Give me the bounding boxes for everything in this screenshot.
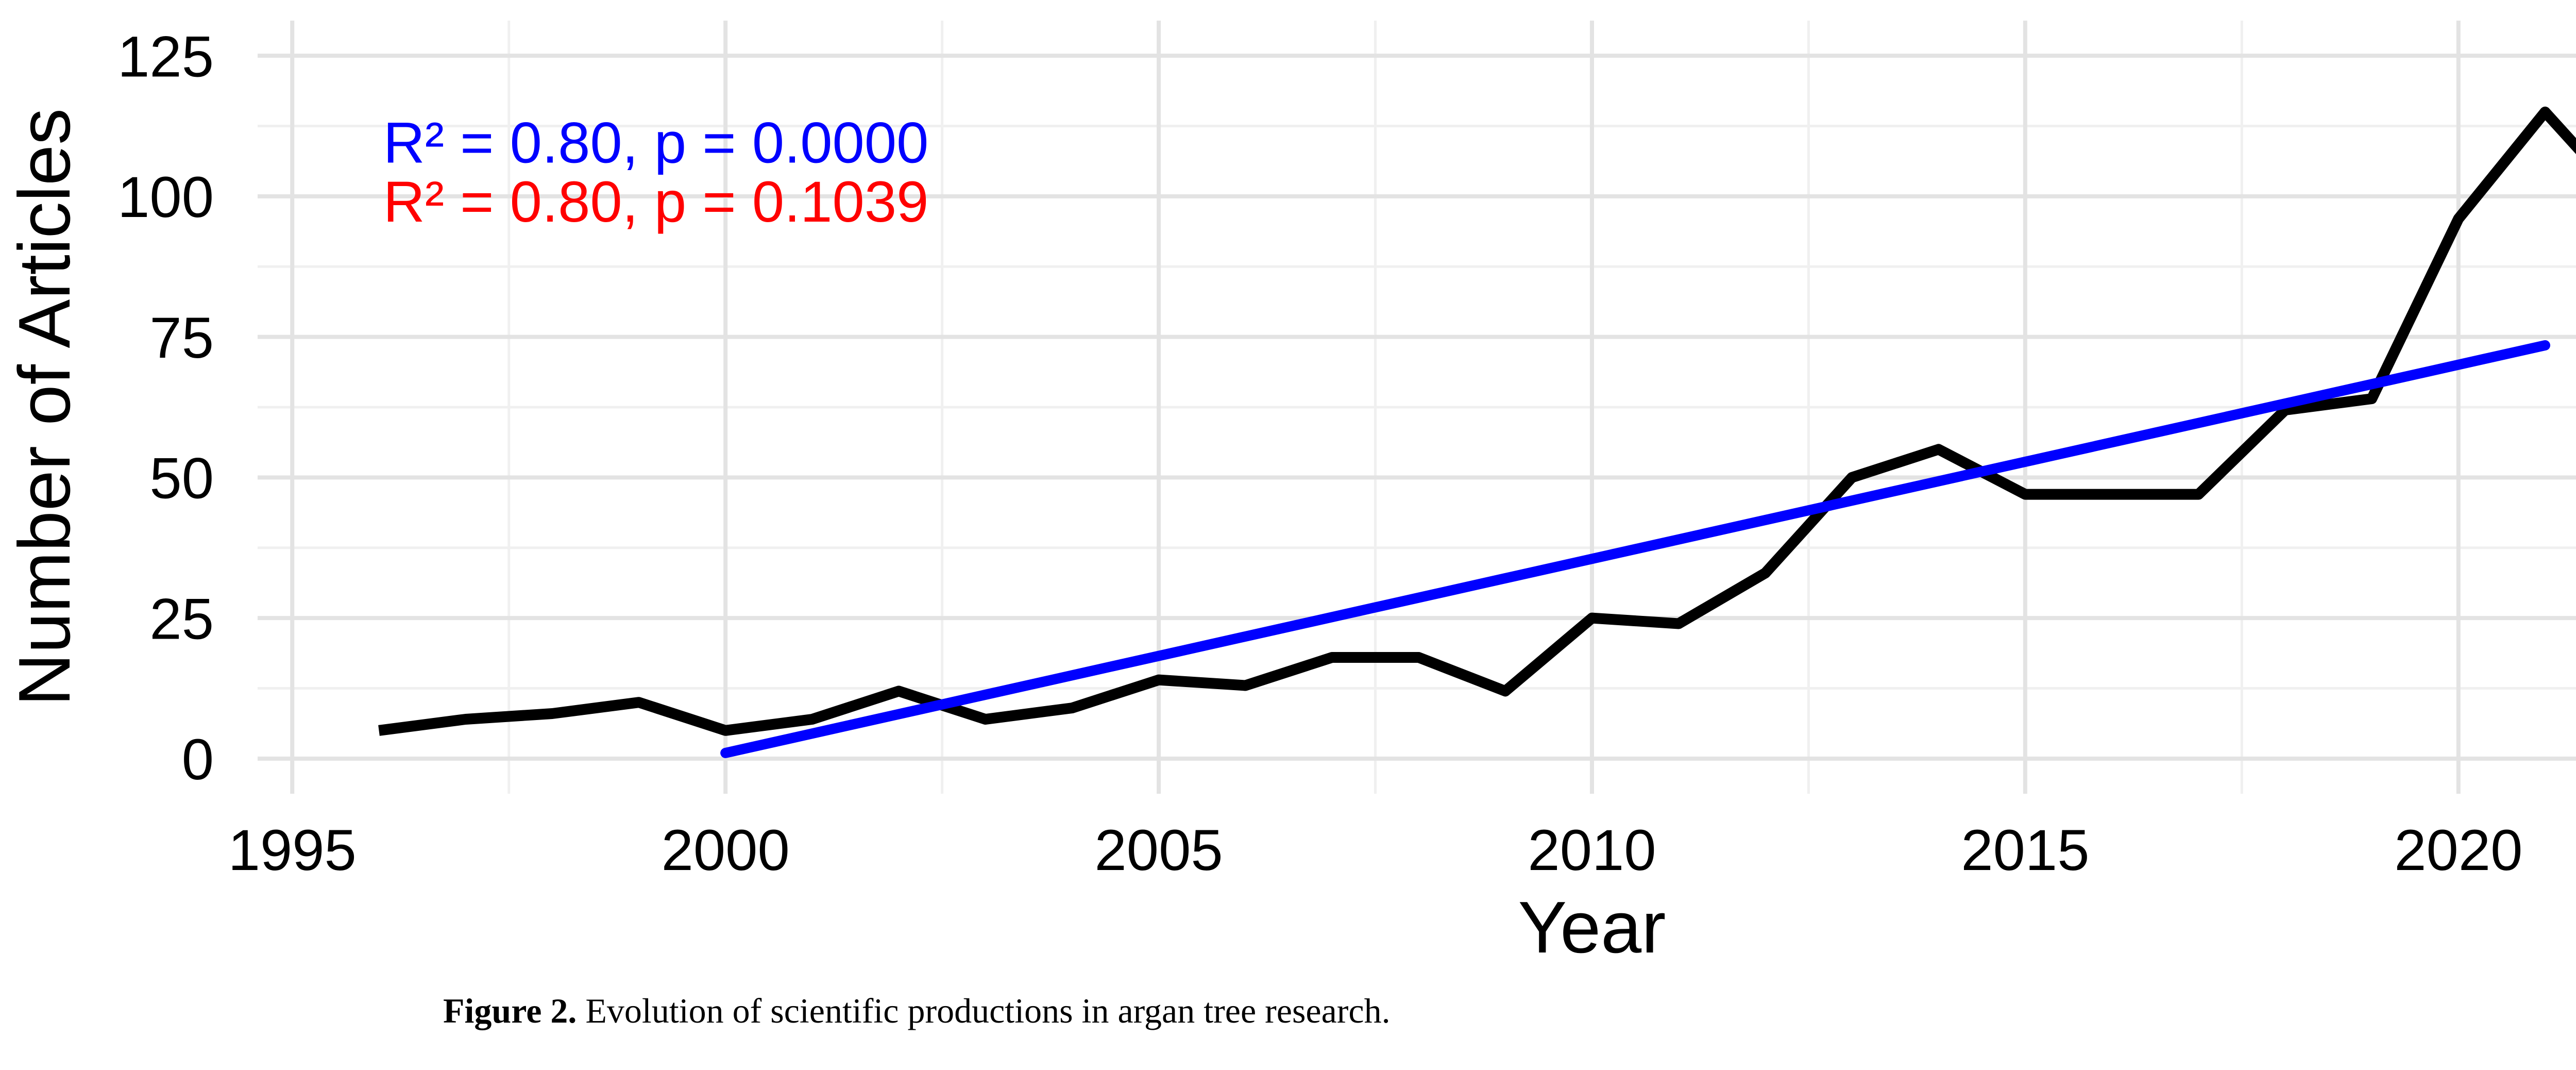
- y-tick-label: 0: [182, 727, 214, 792]
- x-axis-title: Year: [1518, 887, 1666, 968]
- y-axis-tick-labels: 0 25 50 75 100 125: [117, 25, 214, 792]
- y-axis-title: Number of Articles: [4, 108, 86, 706]
- x-tick-label: 2005: [1095, 818, 1223, 882]
- x-tick-label: 2010: [1528, 818, 1656, 882]
- x-tick-label: 2020: [2394, 818, 2522, 882]
- linear-trend-blue: [720, 340, 2550, 758]
- x-axis-tick-labels: 1995 2000 2005 2010 2015 2020: [228, 818, 2523, 882]
- regression-annotation: R² = 0.80, p = 0.0000: [383, 110, 929, 175]
- figure-caption: Figure 2. Evolution of scientific produc…: [443, 991, 1391, 1031]
- y-tick-label: 100: [117, 165, 214, 229]
- x-tick-label: 2000: [662, 818, 790, 882]
- x-tick-label: 1995: [228, 818, 357, 882]
- articles-per-year-line: [378, 106, 2576, 736]
- x-tick-label: 2015: [1961, 818, 2089, 882]
- y-tick-label: 125: [117, 25, 214, 89]
- figure-caption-text: Evolution of scientific productions in a…: [577, 991, 1391, 1030]
- y-tick-label: 25: [149, 587, 214, 651]
- y-tick-label: 50: [149, 446, 214, 511]
- data-series: [378, 106, 2576, 758]
- figure-caption-label: Figure 2.: [443, 991, 577, 1030]
- regression-annotation: R² = 0.80, p = 0.1039: [383, 170, 929, 234]
- y-tick-label: 75: [149, 306, 214, 370]
